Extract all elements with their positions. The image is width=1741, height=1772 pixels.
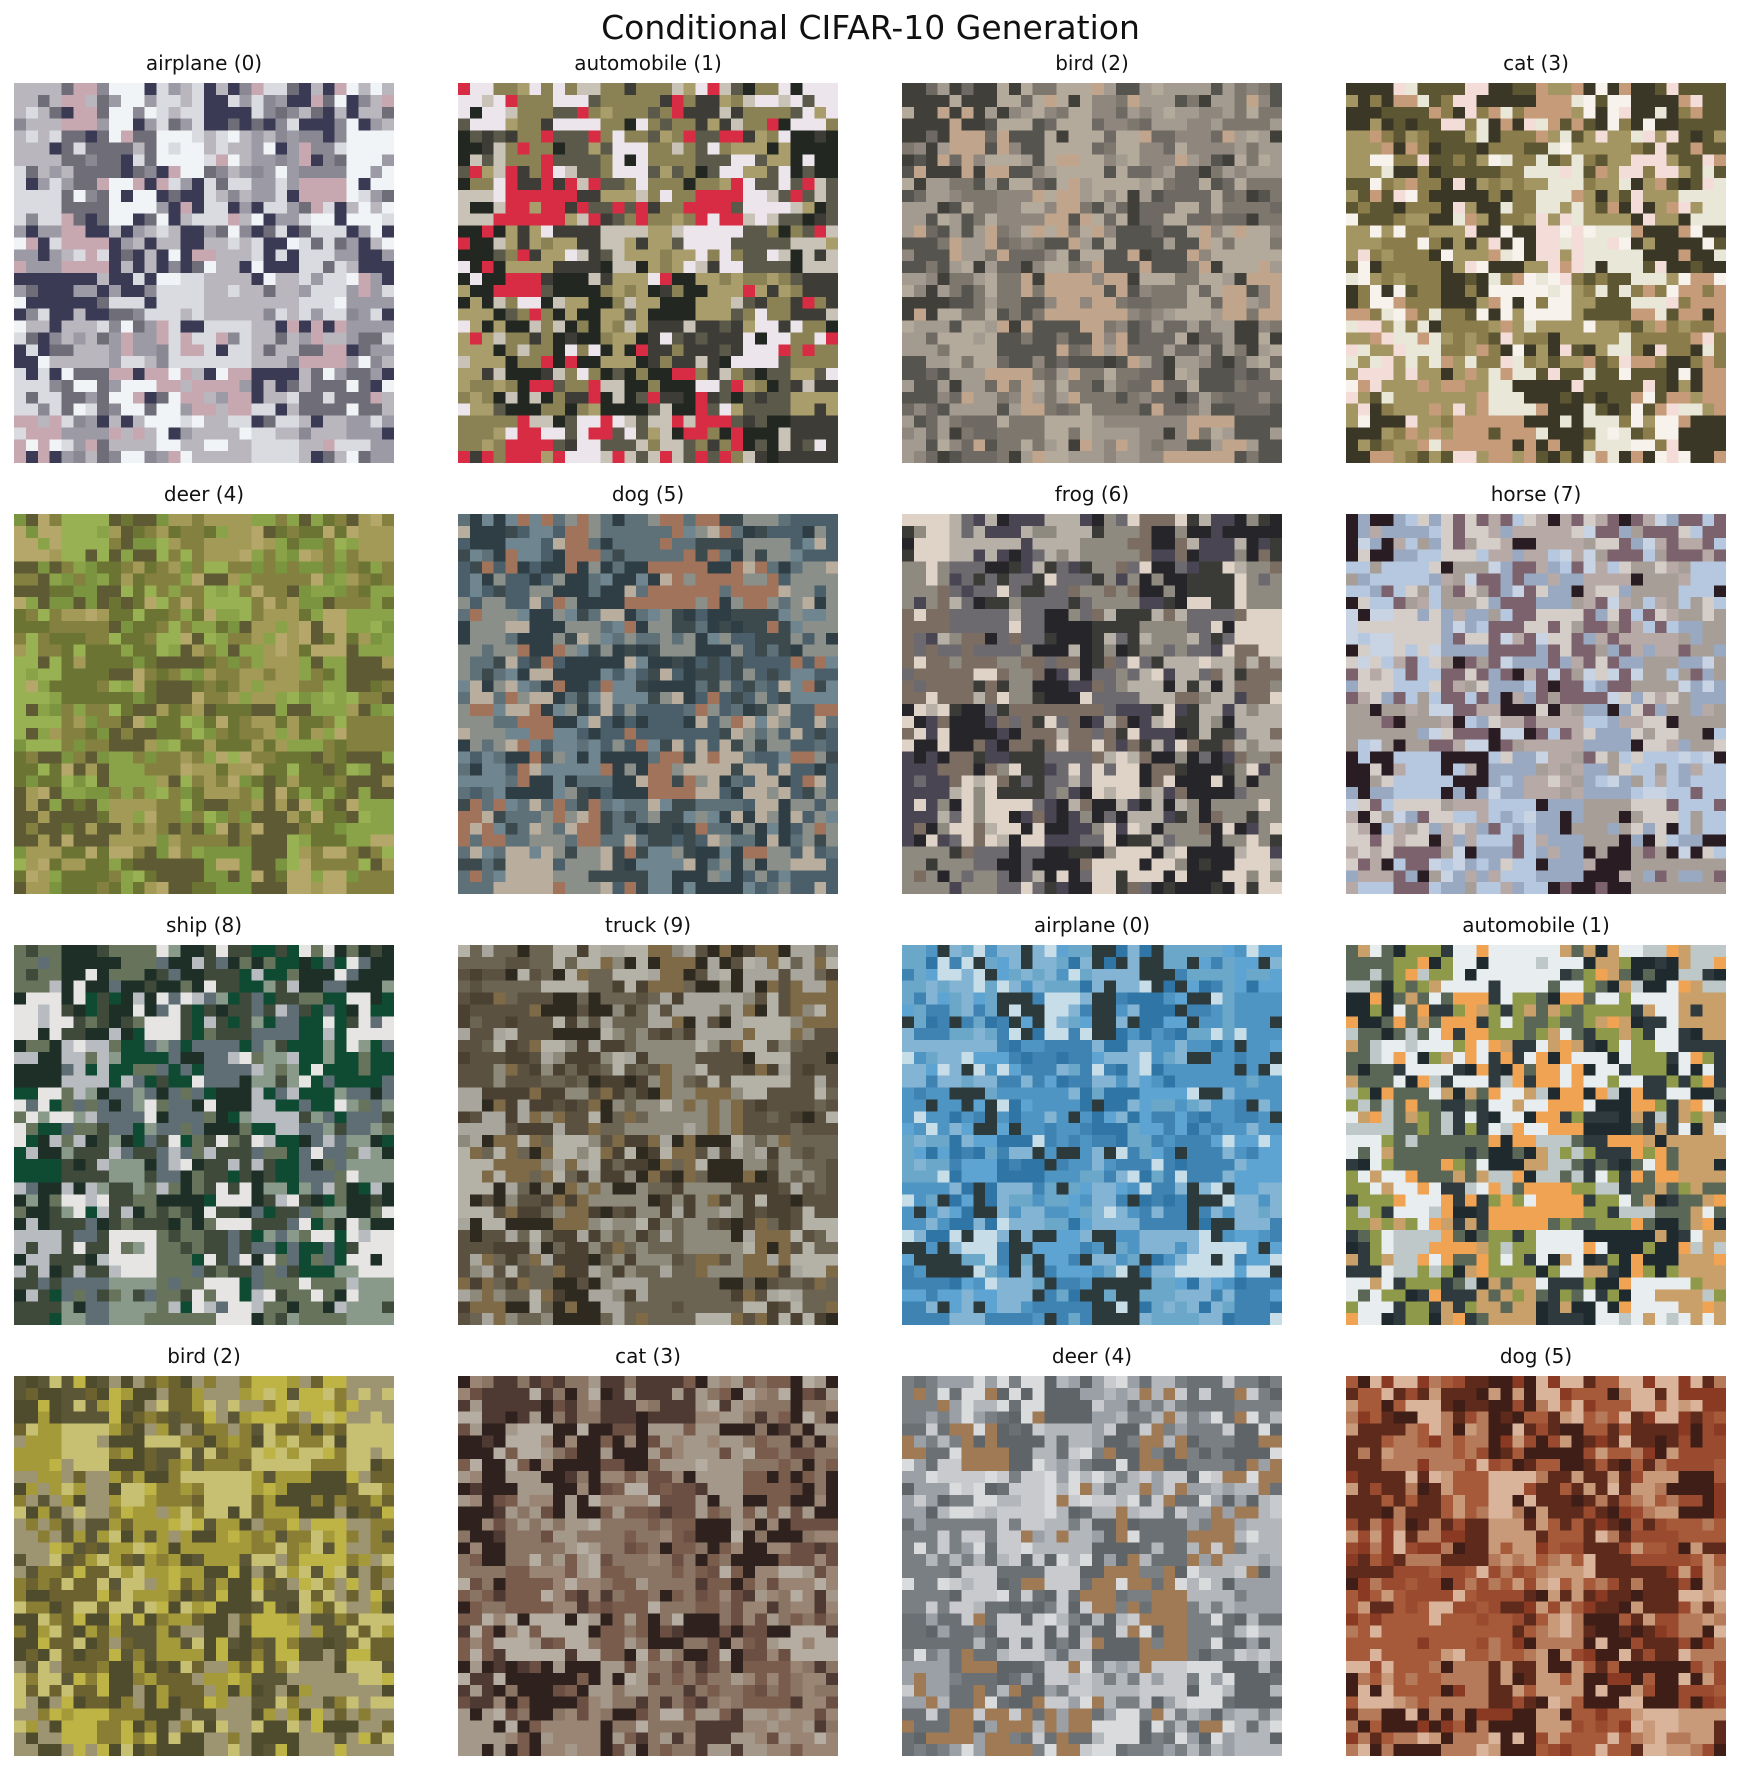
panel-title: automobile (1) <box>1462 913 1610 937</box>
sample-panel: deer (4) <box>14 479 394 910</box>
panel-title: dog (5) <box>611 482 685 506</box>
pixel-mosaic <box>14 945 394 1325</box>
sample-panel: deer (4) <box>902 1341 1282 1772</box>
sample-panel: automobile (1) <box>1346 910 1726 1341</box>
sample-panel: frog (6) <box>902 479 1282 910</box>
sample-panel: automobile (1) <box>458 48 838 479</box>
sample-panel: horse (7) <box>1346 479 1726 910</box>
sample-panel: ship (8) <box>14 910 394 1341</box>
generated-image <box>902 83 1282 463</box>
generated-image <box>902 1376 1282 1756</box>
sample-panel: truck (9) <box>458 910 838 1341</box>
pixel-mosaic <box>902 945 1282 1325</box>
pixel-mosaic <box>14 83 394 463</box>
panel-title: horse (7) <box>1490 482 1582 506</box>
generated-image <box>902 514 1282 894</box>
generated-image <box>1346 83 1726 463</box>
sample-panel: airplane (0) <box>14 48 394 479</box>
panel-title: truck (9) <box>604 913 691 937</box>
sample-panel: dog (5) <box>1346 1341 1726 1772</box>
pixel-mosaic <box>458 83 838 463</box>
generated-image <box>458 83 838 463</box>
pixel-mosaic <box>14 1376 394 1756</box>
sample-panel: airplane (0) <box>902 910 1282 1341</box>
pixel-mosaic <box>1346 83 1726 463</box>
panel-title: bird (2) <box>167 1344 241 1368</box>
panel-title: dog (5) <box>1499 1344 1573 1368</box>
sample-panel: bird (2) <box>14 1341 394 1772</box>
generated-image <box>902 945 1282 1325</box>
panel-title: cat (3) <box>1503 51 1569 75</box>
pixel-mosaic <box>458 1376 838 1756</box>
generated-image <box>458 1376 838 1756</box>
generated-image <box>458 514 838 894</box>
sample-grid: airplane (0) automobile (1) bird (2) cat… <box>14 48 1728 1772</box>
sample-panel: cat (3) <box>1346 48 1726 479</box>
generated-image <box>14 945 394 1325</box>
figure-title: Conditional CIFAR-10 Generation <box>601 8 1140 47</box>
generated-image <box>14 1376 394 1756</box>
generated-image <box>14 83 394 463</box>
pixel-mosaic <box>458 945 838 1325</box>
generated-image <box>1346 1376 1726 1756</box>
panel-title: cat (3) <box>615 1344 681 1368</box>
panel-title: airplane (0) <box>145 51 263 75</box>
panel-title: deer (4) <box>163 482 245 506</box>
panel-title: airplane (0) <box>1033 913 1151 937</box>
pixel-mosaic <box>902 1376 1282 1756</box>
pixel-mosaic <box>902 514 1282 894</box>
sample-panel: cat (3) <box>458 1341 838 1772</box>
panel-title: frog (6) <box>1054 482 1130 506</box>
generated-image <box>14 514 394 894</box>
panel-title: automobile (1) <box>574 51 722 75</box>
pixel-mosaic <box>1346 514 1726 894</box>
panel-title: deer (4) <box>1051 1344 1133 1368</box>
generated-image <box>458 945 838 1325</box>
pixel-mosaic <box>458 514 838 894</box>
panel-title: ship (8) <box>165 913 243 937</box>
pixel-mosaic <box>902 83 1282 463</box>
sample-panel: dog (5) <box>458 479 838 910</box>
generated-image <box>1346 514 1726 894</box>
pixel-mosaic <box>1346 945 1726 1325</box>
sample-panel: bird (2) <box>902 48 1282 479</box>
panel-title: bird (2) <box>1055 51 1129 75</box>
pixel-mosaic <box>14 514 394 894</box>
pixel-mosaic <box>1346 1376 1726 1756</box>
generated-image <box>1346 945 1726 1325</box>
